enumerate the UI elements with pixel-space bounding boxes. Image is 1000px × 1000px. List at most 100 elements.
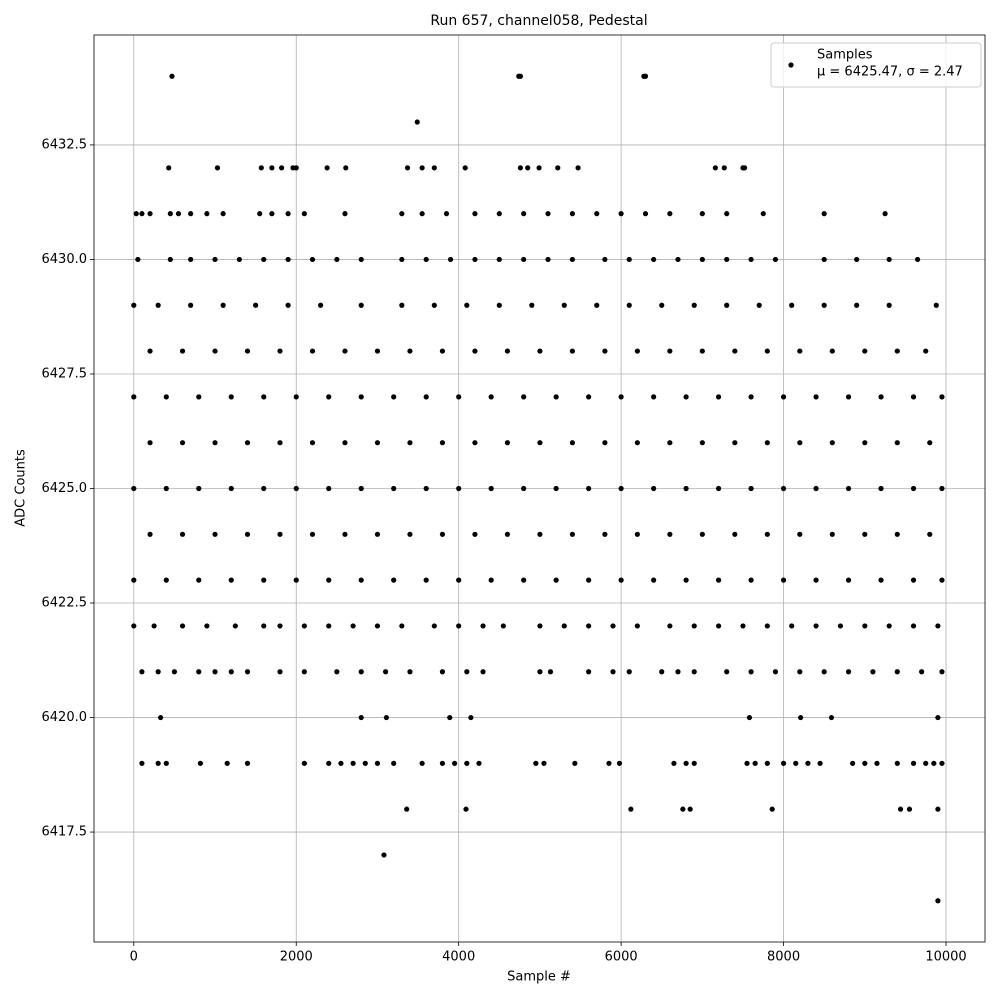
- point: [789, 302, 795, 308]
- point: [261, 577, 267, 583]
- point: [878, 485, 884, 492]
- point: [175, 211, 182, 217]
- point: [935, 898, 941, 904]
- point: [224, 760, 230, 766]
- point: [555, 165, 561, 171]
- point: [232, 623, 238, 629]
- point: [521, 256, 527, 263]
- point: [886, 302, 892, 308]
- point: [586, 669, 592, 675]
- point: [931, 760, 937, 766]
- point: [404, 806, 410, 812]
- point: [301, 623, 307, 629]
- point: [171, 669, 178, 675]
- point: [131, 577, 137, 583]
- point: [537, 348, 543, 354]
- point: [236, 256, 242, 263]
- point: [651, 577, 657, 583]
- point: [712, 165, 718, 171]
- point: [651, 485, 657, 492]
- point: [561, 302, 567, 308]
- point: [683, 394, 689, 400]
- point: [374, 531, 381, 537]
- point: [220, 302, 226, 308]
- point: [309, 531, 316, 537]
- point: [939, 760, 945, 766]
- x-tick-label: 10000: [925, 950, 966, 965]
- x-tick-label: 2000: [280, 950, 313, 965]
- point: [374, 623, 381, 629]
- point: [253, 302, 259, 308]
- point: [732, 348, 738, 354]
- point: [204, 211, 210, 217]
- point: [626, 669, 632, 675]
- y-tick-label: 6432.5: [42, 137, 88, 152]
- point: [456, 394, 462, 400]
- point: [671, 760, 677, 766]
- point: [906, 806, 913, 812]
- point: [667, 440, 673, 446]
- point: [828, 714, 835, 721]
- point: [431, 302, 437, 308]
- point: [547, 669, 554, 675]
- point: [683, 485, 689, 492]
- point: [342, 531, 348, 537]
- point: [854, 302, 860, 308]
- y-tick-label: 6430.0: [42, 252, 88, 267]
- point: [147, 531, 153, 537]
- point: [813, 485, 819, 492]
- point: [862, 531, 868, 537]
- point: [261, 623, 267, 629]
- point: [748, 669, 754, 675]
- point: [517, 73, 524, 79]
- point: [715, 623, 722, 629]
- y-axis-label: ADC Counts: [14, 449, 29, 527]
- point: [212, 531, 218, 537]
- point: [472, 211, 478, 217]
- point: [139, 669, 145, 675]
- point: [699, 256, 705, 263]
- point: [334, 669, 340, 675]
- point: [882, 211, 888, 217]
- point: [439, 669, 446, 675]
- point: [214, 165, 221, 171]
- point: [343, 165, 349, 171]
- point: [721, 165, 727, 171]
- point: [667, 348, 673, 354]
- point: [407, 531, 413, 537]
- point: [135, 256, 141, 263]
- point: [326, 577, 332, 583]
- x-tick-label: 0: [130, 950, 138, 965]
- point: [391, 485, 397, 492]
- point: [342, 211, 348, 217]
- point: [797, 440, 803, 446]
- point: [147, 348, 153, 354]
- point: [553, 485, 559, 492]
- y-tick-label: 6420.0: [42, 710, 88, 725]
- legend-box: [770, 42, 982, 88]
- point: [572, 760, 578, 766]
- y-tick-label: 6422.5: [42, 596, 88, 611]
- point: [626, 302, 632, 308]
- point: [407, 348, 413, 354]
- point: [659, 669, 665, 675]
- point: [504, 440, 511, 446]
- point: [358, 394, 364, 400]
- point: [500, 623, 506, 629]
- point: [561, 623, 567, 629]
- point: [780, 485, 787, 492]
- point: [463, 806, 469, 812]
- point: [407, 669, 413, 675]
- legend-note: μ = 6425.47, σ = 2.47: [817, 65, 963, 80]
- point: [537, 531, 543, 537]
- point: [586, 623, 592, 629]
- point: [179, 623, 186, 629]
- point: [537, 440, 543, 446]
- point: [439, 760, 446, 766]
- point: [374, 348, 381, 354]
- point: [764, 348, 770, 354]
- point: [845, 669, 852, 675]
- point: [715, 485, 722, 492]
- point: [894, 348, 900, 354]
- point: [521, 485, 527, 492]
